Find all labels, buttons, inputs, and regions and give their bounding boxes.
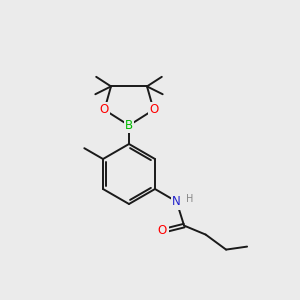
Text: H: H [186, 194, 193, 204]
Text: B: B [125, 119, 133, 132]
Text: O: O [158, 224, 167, 238]
Text: N: N [172, 195, 181, 208]
Text: O: O [149, 103, 158, 116]
Text: O: O [100, 103, 109, 116]
